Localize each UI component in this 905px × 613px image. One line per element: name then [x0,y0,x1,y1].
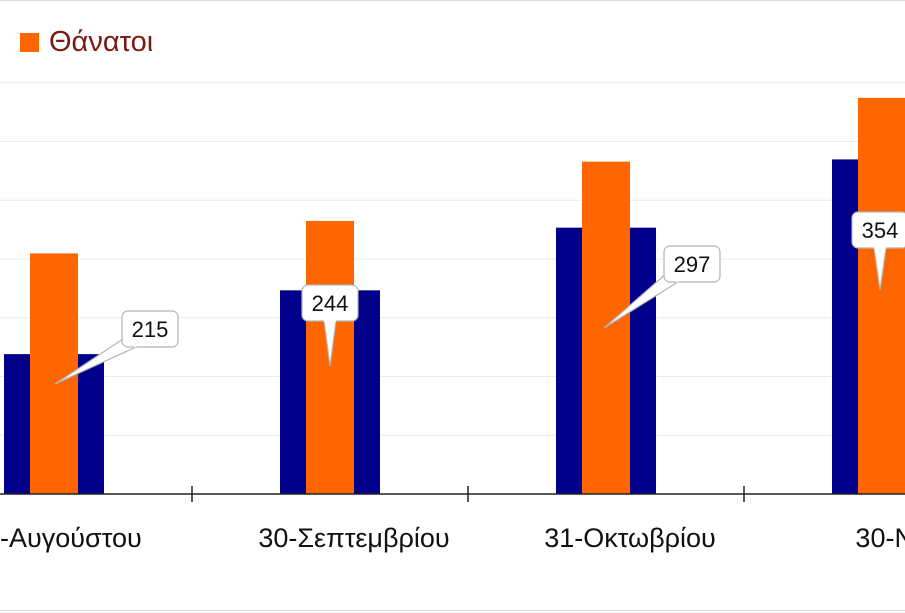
data-label: 244 [312,291,349,316]
x-axis: -Αυγούστου 30-Σεπτεμβρίου 31-Οκτωβρίου 30-Ν… [0,486,905,553]
x-tick-label: 31-Οκτωβρίου [544,523,716,553]
data-label: 215 [132,317,169,342]
bar-thanatoi [582,161,630,494]
legend-label: Θάνατοι [49,25,154,58]
top-border [0,0,905,1]
legend: Θάνατοι [20,24,153,60]
data-label-callouts: 215 244 297 354 [54,211,905,385]
x-tick-label: -Αυγούστου [0,523,142,553]
bottom-border [0,610,905,611]
legend-swatch [20,32,39,52]
x-tick-label: 30-Σεπτεμβρίου [258,523,449,553]
callout-seam [667,271,679,283]
data-label: 297 [674,252,711,277]
x-tick-label: 30-Νοεμ [855,523,905,553]
bars-group [4,97,905,494]
data-label: 354 [862,218,899,243]
callout-seam [125,336,137,348]
callout-box [121,310,179,348]
gridlines [0,82,905,436]
bar-thanatoi [858,97,905,494]
callout-box [663,245,721,283]
